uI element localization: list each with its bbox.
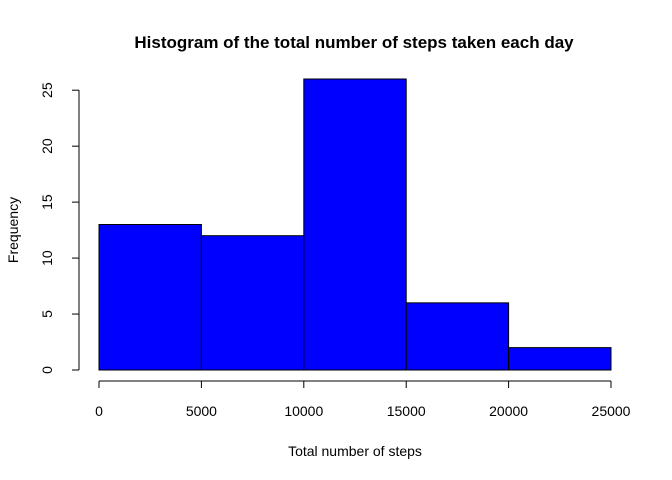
x-tick-label: 0 <box>95 403 103 419</box>
histogram-bar-0 <box>98 224 202 371</box>
chart-title: Histogram of the total number of steps t… <box>134 33 574 52</box>
y-axis: 0 5 10 15 20 25 <box>39 82 80 374</box>
y-tick-label: 0 <box>39 366 55 374</box>
x-tick-label: 15000 <box>387 403 426 419</box>
histogram-bar-3 <box>405 302 510 371</box>
y-tick-label: 15 <box>39 194 55 210</box>
histogram-bar-1 <box>200 235 305 371</box>
y-tick-label: 20 <box>39 138 55 154</box>
x-tick-label: 10000 <box>284 403 323 419</box>
x-axis: 0 5000 10000 15000 20000 25000 <box>95 380 631 419</box>
histogram-bar-2 <box>303 78 407 371</box>
y-tick-label: 10 <box>39 250 55 266</box>
x-tick-label: 5000 <box>186 403 217 419</box>
x-tick-label: 25000 <box>592 403 631 419</box>
y-tick-label: 5 <box>39 310 55 318</box>
y-tick-label: 25 <box>39 82 55 98</box>
bars-group <box>98 78 612 371</box>
histogram-bar-4 <box>508 347 612 371</box>
y-axis-label: Frequency <box>5 197 21 263</box>
x-axis-label: Total number of steps <box>288 443 422 459</box>
x-tick-label: 20000 <box>489 403 528 419</box>
